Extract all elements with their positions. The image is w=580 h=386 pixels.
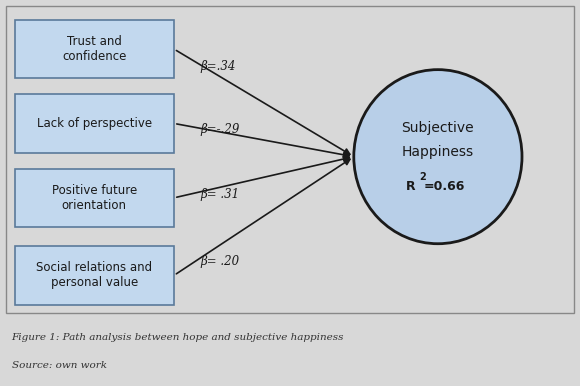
Text: 2: 2	[419, 172, 426, 182]
Text: β= .20: β= .20	[200, 255, 239, 267]
Text: Source: own work: Source: own work	[12, 361, 107, 370]
Text: Subjective: Subjective	[401, 121, 474, 135]
Ellipse shape	[354, 69, 522, 244]
Text: β=-.29: β=-.29	[200, 123, 240, 136]
FancyBboxPatch shape	[14, 246, 174, 305]
Text: Trust and
confidence: Trust and confidence	[62, 35, 126, 63]
Text: Social relations and
personal value: Social relations and personal value	[36, 261, 153, 290]
Text: R: R	[406, 180, 416, 193]
Text: =0.66: =0.66	[423, 180, 465, 193]
Text: Positive future
orientation: Positive future orientation	[52, 184, 137, 212]
Text: Happiness: Happiness	[402, 145, 474, 159]
FancyBboxPatch shape	[14, 169, 174, 227]
FancyBboxPatch shape	[14, 94, 174, 153]
FancyBboxPatch shape	[14, 20, 174, 78]
Text: Figure 1: Path analysis between hope and subjective happiness: Figure 1: Path analysis between hope and…	[12, 333, 344, 342]
Text: β= .31: β= .31	[200, 188, 239, 201]
Text: β=.34: β=.34	[200, 60, 235, 73]
Text: Lack of perspective: Lack of perspective	[37, 117, 152, 130]
